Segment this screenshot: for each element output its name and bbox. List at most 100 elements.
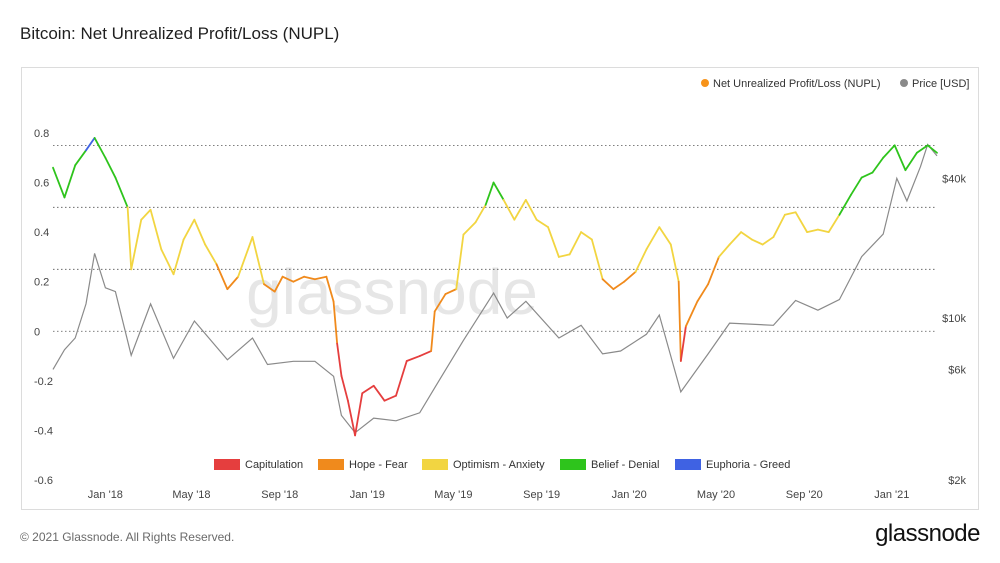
nupl-segment (372, 384, 386, 402)
nupl-segment (717, 243, 731, 258)
nupl-segment (601, 278, 615, 291)
nupl-segment (761, 236, 775, 246)
nupl-segment (827, 213, 841, 234)
nupl-segment (502, 198, 516, 221)
nupl-segment (568, 231, 583, 256)
nupl-segment (484, 181, 495, 206)
legend-label-belief-denial: Belief - Denial (591, 459, 659, 471)
nupl-segment (347, 399, 356, 437)
legend-item-nupl[interactable]: Net Unrealized Profit/Loss (NUPL) (701, 78, 881, 90)
nupl-segment (204, 243, 218, 266)
nupl-segment (332, 300, 339, 345)
nupl-segment (750, 238, 764, 246)
y-right-tick-label: $10k (942, 313, 966, 325)
y-left-tick-label: 0.2 (34, 277, 49, 289)
nupl-segment (74, 149, 87, 167)
y-right-axis: $40k $10k $6k $2k (942, 173, 966, 487)
nupl-segment (849, 176, 863, 196)
nupl-segment (263, 283, 276, 293)
nupl-segment (707, 256, 720, 286)
y-left-tick-label: 0.8 (34, 128, 49, 140)
chart-watermark: glassnode (246, 256, 538, 328)
legend-top: Net Unrealized Profit/Loss (NUPL) Price … (701, 78, 969, 90)
nupl-segment (580, 231, 593, 241)
legend-swatch-capitulation (214, 459, 240, 470)
x-tick-label: Jan '20 (612, 489, 647, 501)
legend-dot-price (900, 79, 908, 87)
nupl-segment (728, 231, 743, 246)
nupl-segment (281, 275, 295, 283)
nupl-segment (126, 206, 133, 271)
legend-swatch-hope-fear (318, 459, 344, 470)
nupl-segment (916, 144, 929, 154)
legend-item-price[interactable]: Price [USD] (900, 78, 969, 90)
y-right-tick-label: $6k (948, 364, 966, 376)
legend-item-optimism-anxiety[interactable]: Optimism - Anxiety (422, 459, 545, 471)
legend-item-euphoria-greed[interactable]: Euphoria - Greed (675, 459, 790, 471)
nupl-segment (882, 144, 896, 159)
nupl-segment (893, 144, 907, 172)
price-series (52, 143, 938, 434)
nupl-segment (85, 137, 96, 152)
legend-swatch-optimism-anxiety (422, 459, 448, 470)
nupl-segment (433, 293, 447, 313)
x-tick-label: Jan '19 (350, 489, 385, 501)
nupl-segment (612, 280, 626, 291)
nupl-segment (816, 228, 830, 234)
y-left-axis: 0.8 0.6 0.4 0.2 0 -0.2 -0.4 -0.6 (34, 128, 53, 487)
y-left-tick-label: -0.6 (34, 475, 53, 487)
legend-item-hope-fear[interactable]: Hope - Fear (318, 459, 408, 471)
nupl-segment (130, 218, 143, 271)
page-title: Bitcoin: Net Unrealized Profit/Loss (NUP… (20, 24, 340, 43)
y-left-tick-label: -0.2 (34, 376, 53, 388)
nupl-segment (325, 275, 335, 303)
nupl-segment (160, 248, 175, 276)
nupl-segment (794, 211, 809, 234)
nupl-segment (547, 226, 560, 258)
nupl-segment (557, 253, 571, 258)
legend-label-optimism-anxiety: Optimism - Anxiety (453, 459, 545, 471)
nupl-segment (430, 310, 436, 352)
legend-bottom: Capitulation Hope - Fear Optimism - Anxi… (214, 459, 790, 471)
nupl-segment (292, 275, 306, 283)
nupl-segment (361, 384, 375, 395)
legend-label-price: Price [USD] (912, 78, 969, 90)
nupl-segment (172, 238, 185, 276)
nupl-segment (474, 203, 487, 224)
nupl-segment (303, 275, 316, 281)
nupl-segment (926, 144, 938, 154)
y-left-tick-label: -0.4 (34, 425, 53, 437)
glassnode-logo: glassnode (875, 520, 980, 547)
x-tick-label: Sep '18 (261, 489, 298, 501)
legend-swatch-belief-denial (560, 459, 586, 470)
nupl-segment (336, 342, 343, 377)
nupl-chart: glassnode 0.8 0.6 0.4 0.2 0 -0.2 -0.4 -0.6 $40k… (34, 78, 969, 501)
x-tick-label: Jan '18 (88, 489, 123, 501)
x-tick-label: May '18 (172, 489, 210, 501)
nupl-segment (806, 228, 819, 234)
x-tick-label: Jan '21 (874, 489, 909, 501)
nupl-segment (684, 300, 699, 328)
legend-label-nupl: Net Unrealized Profit/Loss (NUPL) (713, 78, 881, 90)
y-left-tick-label: 0 (34, 326, 40, 338)
nupl-segment (513, 198, 527, 221)
nupl-segment (237, 236, 254, 278)
nupl-segment (492, 181, 505, 201)
nupl-segment (679, 325, 687, 362)
legend-item-capitulation[interactable]: Capitulation (214, 459, 303, 471)
nupl-segment (444, 288, 458, 295)
nupl-segment (462, 221, 477, 236)
nupl-segment (405, 355, 421, 362)
nupl-segment (524, 198, 538, 221)
legend-dot-nupl (701, 79, 709, 87)
nupl-segment (340, 374, 349, 402)
legend-item-belief-denial[interactable]: Belief - Denial (560, 459, 659, 471)
legend-label-euphoria-greed: Euphoria - Greed (706, 459, 790, 471)
x-tick-label: Sep '19 (523, 489, 560, 501)
nupl-segment (535, 218, 549, 229)
x-tick-label: May '19 (434, 489, 472, 501)
nupl-segment (871, 156, 885, 174)
nupl-segment (93, 137, 107, 159)
y-right-tick-label: $40k (942, 173, 966, 185)
y-right-tick-label: $2k (948, 475, 966, 487)
